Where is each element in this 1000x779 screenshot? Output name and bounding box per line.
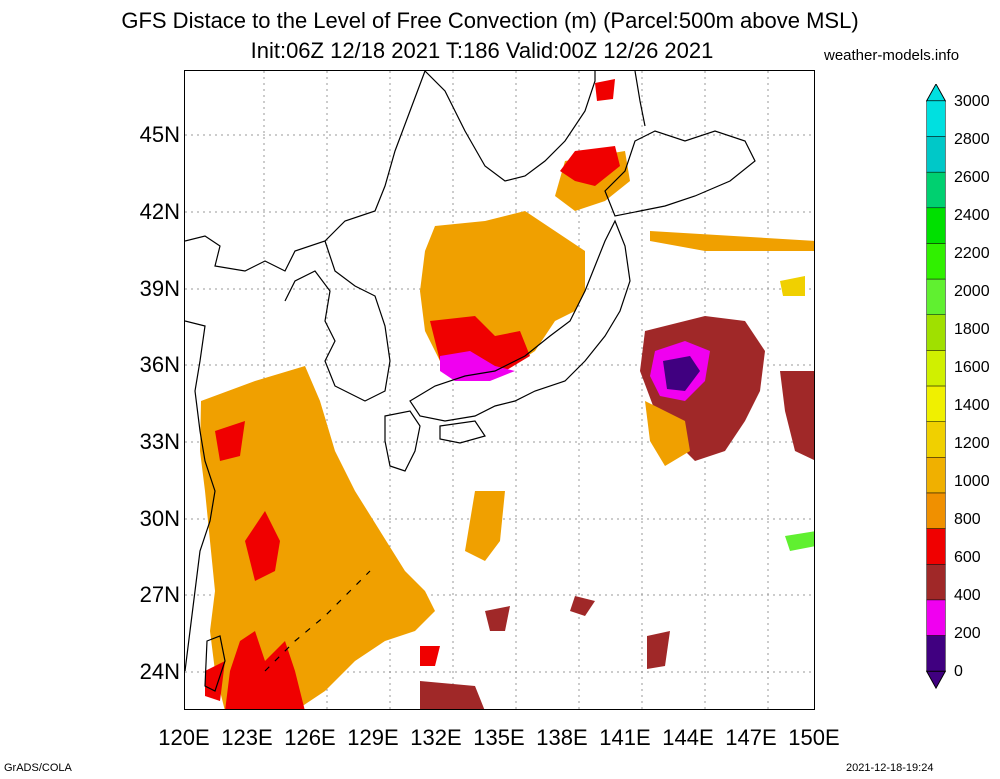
- lon-label-132e: 132E: [410, 725, 462, 750]
- colorbar-bottom-arrow: [926, 670, 946, 690]
- lon-label-144e: 144E: [662, 725, 714, 750]
- colorbar-label-0: 0: [954, 663, 963, 680]
- fill-red-top: [595, 79, 615, 101]
- colorbar-segment-4: [926, 243, 946, 280]
- colorbar-segment-7: [926, 350, 946, 387]
- site-label: weather-models.info: [824, 47, 960, 64]
- colorbar-label-1600: 1600: [954, 359, 990, 376]
- fill-orange-south: [465, 491, 505, 561]
- lfc-fill-regions: [200, 79, 814, 709]
- lon-label-135e: 135E: [473, 725, 525, 750]
- colorbar: [926, 84, 946, 690]
- fill-orange-east: [650, 231, 814, 251]
- lat-label-33n: 33N: [139, 429, 180, 454]
- fill-brown-s4: [647, 631, 670, 669]
- coast-hokkaido: [604, 130, 756, 217]
- colorbar-label-1200: 1200: [954, 435, 990, 452]
- fill-red-west3: [215, 421, 245, 461]
- colorbar-label-3000: 3000: [954, 93, 990, 110]
- map-canvas: [185, 71, 814, 709]
- lon-label-150e: 150E: [788, 725, 840, 750]
- lon-label-147e: 147E: [725, 725, 777, 750]
- fill-magenta-sea-of-japan: [440, 351, 515, 381]
- coast-taiwan: [204, 635, 226, 692]
- fill-brown-east: [780, 371, 814, 461]
- colorbar-segment-15: [926, 635, 946, 672]
- colorbar-segment-9: [926, 421, 946, 458]
- colorbar-segment-14: [926, 599, 946, 636]
- fill-brown-s3: [570, 596, 595, 616]
- fill-green-east: [785, 531, 814, 551]
- fill-purple-pacific: [663, 356, 700, 391]
- colorbar-label-800: 800: [954, 511, 981, 528]
- colorbar-label-2200: 2200: [954, 245, 990, 262]
- coastlines: [185, 71, 756, 692]
- lon-label-129e: 129E: [347, 725, 399, 750]
- colorbar-top-arrow: [926, 84, 946, 102]
- colorbar-label-2000: 2000: [954, 283, 990, 300]
- fill-brown-south: [420, 681, 485, 709]
- fill-red-north: [560, 146, 620, 186]
- coast-russia: [424, 71, 596, 182]
- coast-ryukyu: [264, 570, 371, 672]
- colorbar-label-1800: 1800: [954, 321, 990, 338]
- colorbar-segment-10: [926, 457, 946, 494]
- colorbar-label-2600: 2600: [954, 169, 990, 186]
- coast-japan-shikoku: [439, 420, 486, 444]
- fill-red-west2: [245, 511, 280, 581]
- colorbar-label-1400: 1400: [954, 397, 990, 414]
- map-title: GFS Distace to the Level of Free Convect…: [121, 8, 859, 33]
- coast-japan-kyushu: [384, 410, 421, 472]
- lat-label-27n: 27N: [139, 582, 180, 607]
- fill-red-south: [420, 646, 440, 666]
- colorbar-label-1000: 1000: [954, 473, 990, 490]
- colorbar-segment-11: [926, 492, 946, 529]
- colorbar-segment-3: [926, 207, 946, 244]
- map-frame[interactable]: [184, 70, 815, 710]
- fill-yellow-east: [780, 276, 805, 296]
- colorbar-segment-2: [926, 171, 946, 209]
- coast-korea: [284, 240, 391, 402]
- fill-brown-s2: [485, 606, 510, 631]
- lat-label-30n: 30N: [139, 506, 180, 531]
- coast-china-korea: [185, 71, 426, 272]
- lon-label-120e: 120E: [158, 725, 210, 750]
- colorbar-label-2800: 2800: [954, 131, 990, 148]
- lat-label-42n: 42N: [139, 199, 180, 224]
- colorbar-label-600: 600: [954, 549, 981, 566]
- footer-software: GrADS/COLA: [4, 762, 72, 774]
- coast-sakhalin: [634, 71, 646, 127]
- lat-label-39n: 39N: [139, 276, 180, 301]
- lon-label-126e: 126E: [284, 725, 336, 750]
- footer-timestamp: 2021-12-18-19:24: [846, 762, 934, 774]
- fill-orange-pacific-s: [645, 401, 690, 466]
- fill-red-west4: [205, 661, 225, 701]
- lat-label-36n: 36N: [139, 352, 180, 377]
- fill-orange-west: [200, 366, 435, 709]
- colorbar-label-2400: 2400: [954, 207, 990, 224]
- colorbar-segment-0: [926, 100, 946, 137]
- colorbar-segment-6: [926, 314, 946, 351]
- colorbar-segment-12: [926, 528, 946, 565]
- lat-label-24n: 24N: [139, 659, 180, 684]
- lon-label-141e: 141E: [599, 725, 651, 750]
- lat-label-45n: 45N: [139, 122, 180, 147]
- coast-japan-honshu: [409, 219, 631, 422]
- colorbar-segment-13: [926, 564, 946, 601]
- coast-china-south: [185, 320, 216, 672]
- colorbar-segment-8: [926, 385, 946, 422]
- colorbar-label-200: 200: [954, 625, 981, 642]
- lon-label-138e: 138E: [536, 725, 588, 750]
- colorbar-label-400: 400: [954, 587, 981, 604]
- lon-label-123e: 123E: [221, 725, 273, 750]
- colorbar-segment-5: [926, 278, 946, 316]
- colorbar-segment-1: [926, 136, 946, 173]
- map-subtitle: Init:06Z 12/18 2021 T:186 Valid:00Z 12/2…: [250, 38, 714, 63]
